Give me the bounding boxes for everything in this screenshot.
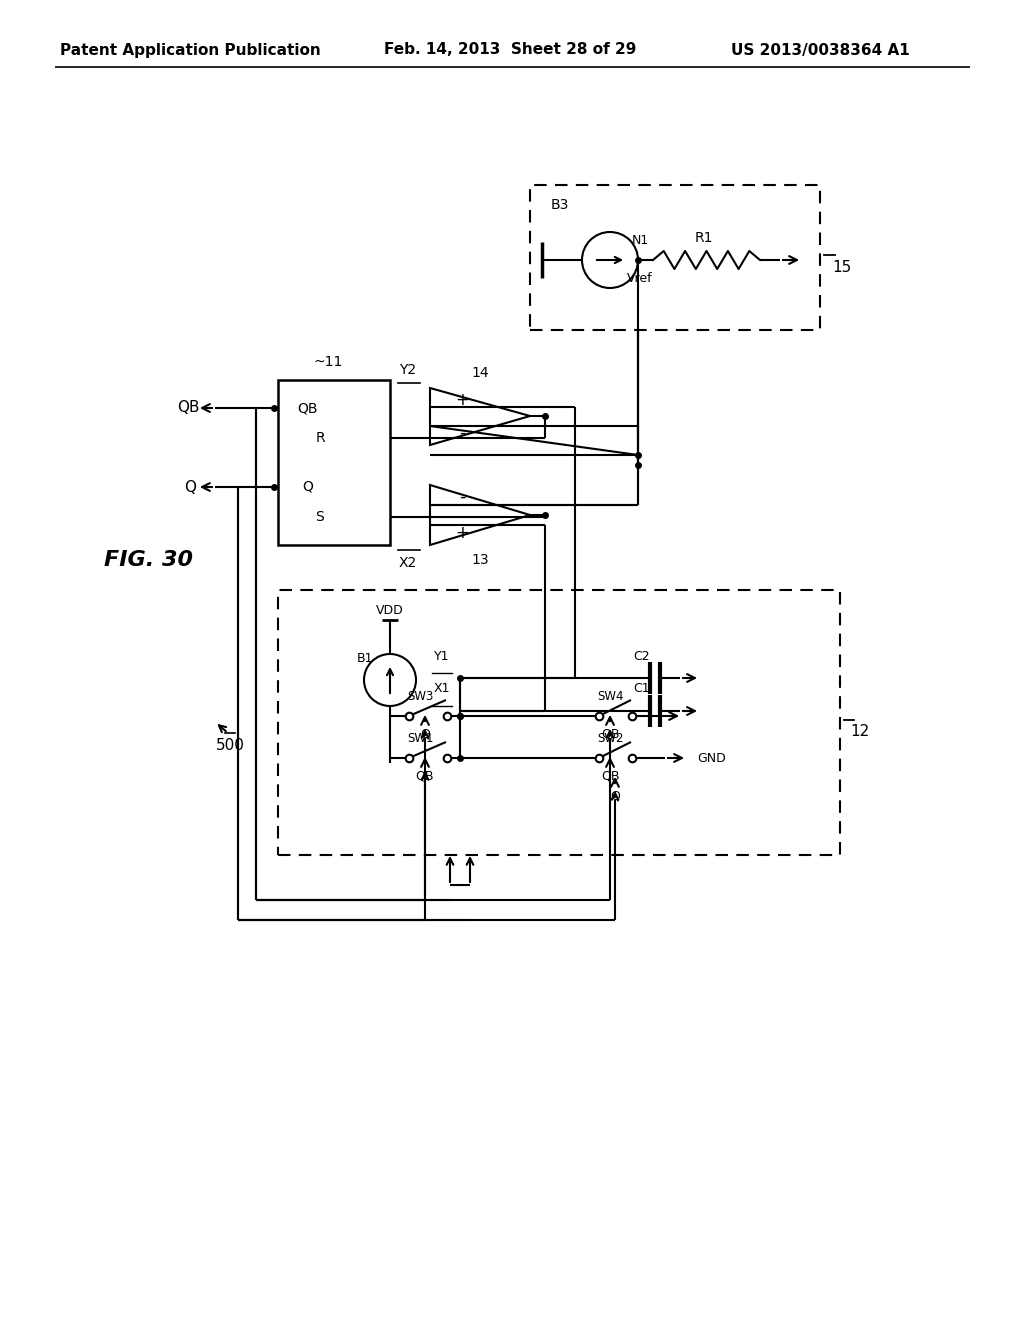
Text: B3: B3 <box>551 198 569 213</box>
Text: S: S <box>315 510 325 524</box>
Text: QB: QB <box>601 727 620 741</box>
Text: FIG. 30: FIG. 30 <box>103 550 193 570</box>
Text: +: + <box>455 391 469 409</box>
Text: 12: 12 <box>850 725 869 739</box>
Text: N1: N1 <box>632 234 648 247</box>
Text: Q: Q <box>302 480 313 494</box>
Text: X1: X1 <box>434 682 451 696</box>
Text: QB: QB <box>416 770 434 783</box>
Text: GND: GND <box>697 751 726 764</box>
Text: QB: QB <box>601 770 620 783</box>
Text: VDD: VDD <box>376 603 403 616</box>
Text: QB: QB <box>177 400 200 416</box>
Text: Q: Q <box>420 727 430 741</box>
Text: Y2: Y2 <box>399 363 417 378</box>
Text: 14: 14 <box>471 366 488 380</box>
Text: ~11: ~11 <box>313 355 343 370</box>
Bar <box>530 185 820 330</box>
Text: X2: X2 <box>399 556 417 570</box>
Text: -: - <box>459 424 465 442</box>
Bar <box>278 590 840 855</box>
Text: Vref: Vref <box>627 272 653 285</box>
Text: +: + <box>455 524 469 543</box>
Text: Patent Application Publication: Patent Application Publication <box>59 42 321 58</box>
Text: Feb. 14, 2013  Sheet 28 of 29: Feb. 14, 2013 Sheet 28 of 29 <box>384 42 636 58</box>
Text: R1: R1 <box>694 231 714 246</box>
Text: SW3: SW3 <box>407 689 433 702</box>
Text: Q: Q <box>610 789 620 803</box>
Text: 15: 15 <box>833 260 852 275</box>
Text: C1: C1 <box>634 682 650 696</box>
Text: -: - <box>459 488 465 506</box>
Text: R: R <box>315 432 325 445</box>
Text: 500: 500 <box>216 738 245 752</box>
Text: US 2013/0038364 A1: US 2013/0038364 A1 <box>731 42 909 58</box>
Text: C2: C2 <box>634 649 650 663</box>
Text: 13: 13 <box>471 553 488 568</box>
Text: Y1: Y1 <box>434 649 450 663</box>
Text: SW2: SW2 <box>597 731 624 744</box>
Text: SW4: SW4 <box>597 689 624 702</box>
Text: B1: B1 <box>356 652 374 664</box>
Text: QB: QB <box>298 401 318 414</box>
Bar <box>278 380 390 545</box>
Text: SW1: SW1 <box>407 731 433 744</box>
Text: Q: Q <box>184 479 196 495</box>
